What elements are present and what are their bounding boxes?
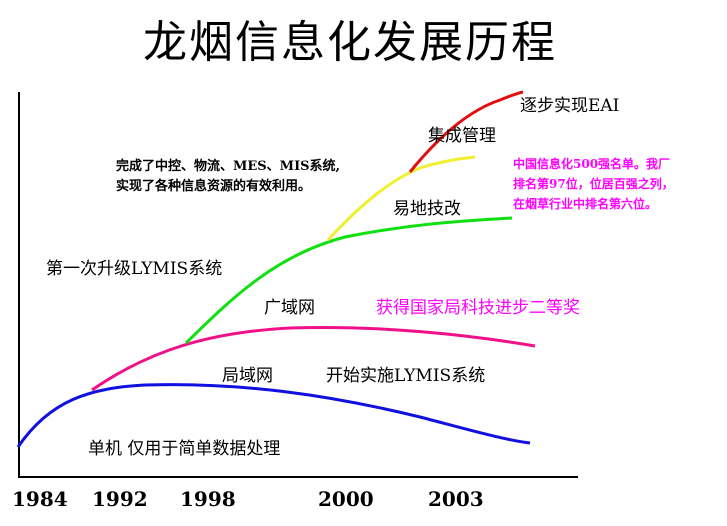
curve-red: [408, 90, 524, 173]
label-start-lymis: 开始实施LYMIS系统: [326, 366, 486, 386]
year-1992: 1992: [92, 487, 148, 511]
curve-blue: [16, 383, 531, 448]
year-2000: 2000: [318, 487, 374, 511]
page-title: 龙烟信息化发展历程: [143, 17, 557, 68]
y-axis: [18, 92, 20, 478]
label-relocation: 易地技改: [393, 199, 461, 219]
year-2003: 2003: [428, 487, 484, 511]
label-first-upgrade: 第一次升级LYMIS系统: [46, 259, 223, 279]
label-completed-1: 完成了中控、物流、MES、MIS系统,: [116, 159, 341, 174]
curve-yellow: [326, 155, 476, 242]
label-completed-2: 实现了各种信息资源的有效利用。: [116, 179, 312, 194]
label-award: 获得国家局科技进步二等奖: [376, 298, 580, 318]
label-eai: 逐步实现EAI: [520, 96, 620, 116]
year-1984: 1984: [12, 487, 68, 511]
label-wan: 广域网: [264, 298, 315, 318]
label-integration: 集成管理: [428, 126, 496, 146]
curve-green: [184, 216, 513, 345]
label-top500-2: 排名第97位，位居百强之列，: [513, 177, 674, 191]
label-lan: 局域网: [222, 366, 273, 386]
label-top500-1: 中国信息化500强名单。我厂: [513, 157, 671, 171]
x-axis: [18, 476, 578, 478]
label-standalone: 单机 仅用于简单数据处理: [88, 439, 281, 459]
year-1998: 1998: [180, 487, 236, 511]
curve-magenta: [91, 325, 536, 392]
label-top500-3: 在烟草行业中排名第六位。: [513, 197, 658, 211]
